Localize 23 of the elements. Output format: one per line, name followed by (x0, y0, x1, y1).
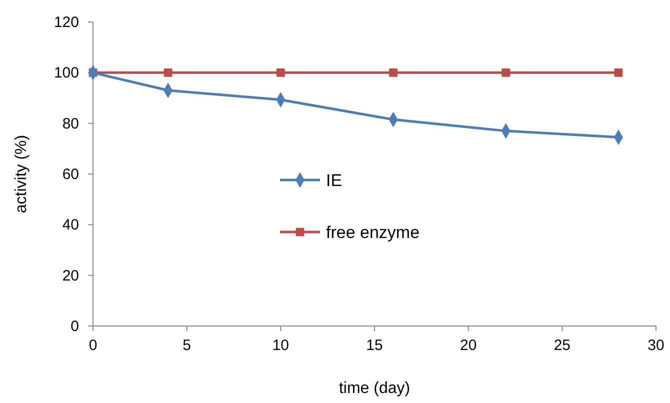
x-tick-label: 30 (648, 337, 664, 354)
y-tick-label: 120 (54, 14, 79, 31)
y-tick-label: 60 (62, 166, 79, 183)
legend-label: free enzyme (326, 223, 420, 242)
x-tick-label: 15 (366, 337, 383, 354)
point (614, 68, 623, 77)
x-tick-label: 5 (182, 337, 192, 354)
y-tick-label: 80 (62, 115, 79, 132)
y-tick-label: 0 (70, 318, 79, 335)
x-tick-label: 10 (272, 337, 290, 354)
x-tick-label: 25 (554, 337, 571, 354)
y-axis-title: activity (%) (13, 134, 30, 214)
x-tick-label: 0 (88, 337, 98, 354)
legend-label: IE (326, 171, 342, 190)
point (164, 68, 172, 77)
point (276, 68, 285, 77)
x-tick-label: 20 (460, 337, 477, 354)
point (389, 68, 398, 77)
point (502, 68, 510, 77)
y-tick-label: 40 (62, 216, 79, 234)
y-tick-label: 20 (62, 267, 79, 284)
x-axis-title: time (day) (338, 380, 410, 397)
y-tick-label: 100 (54, 64, 79, 82)
